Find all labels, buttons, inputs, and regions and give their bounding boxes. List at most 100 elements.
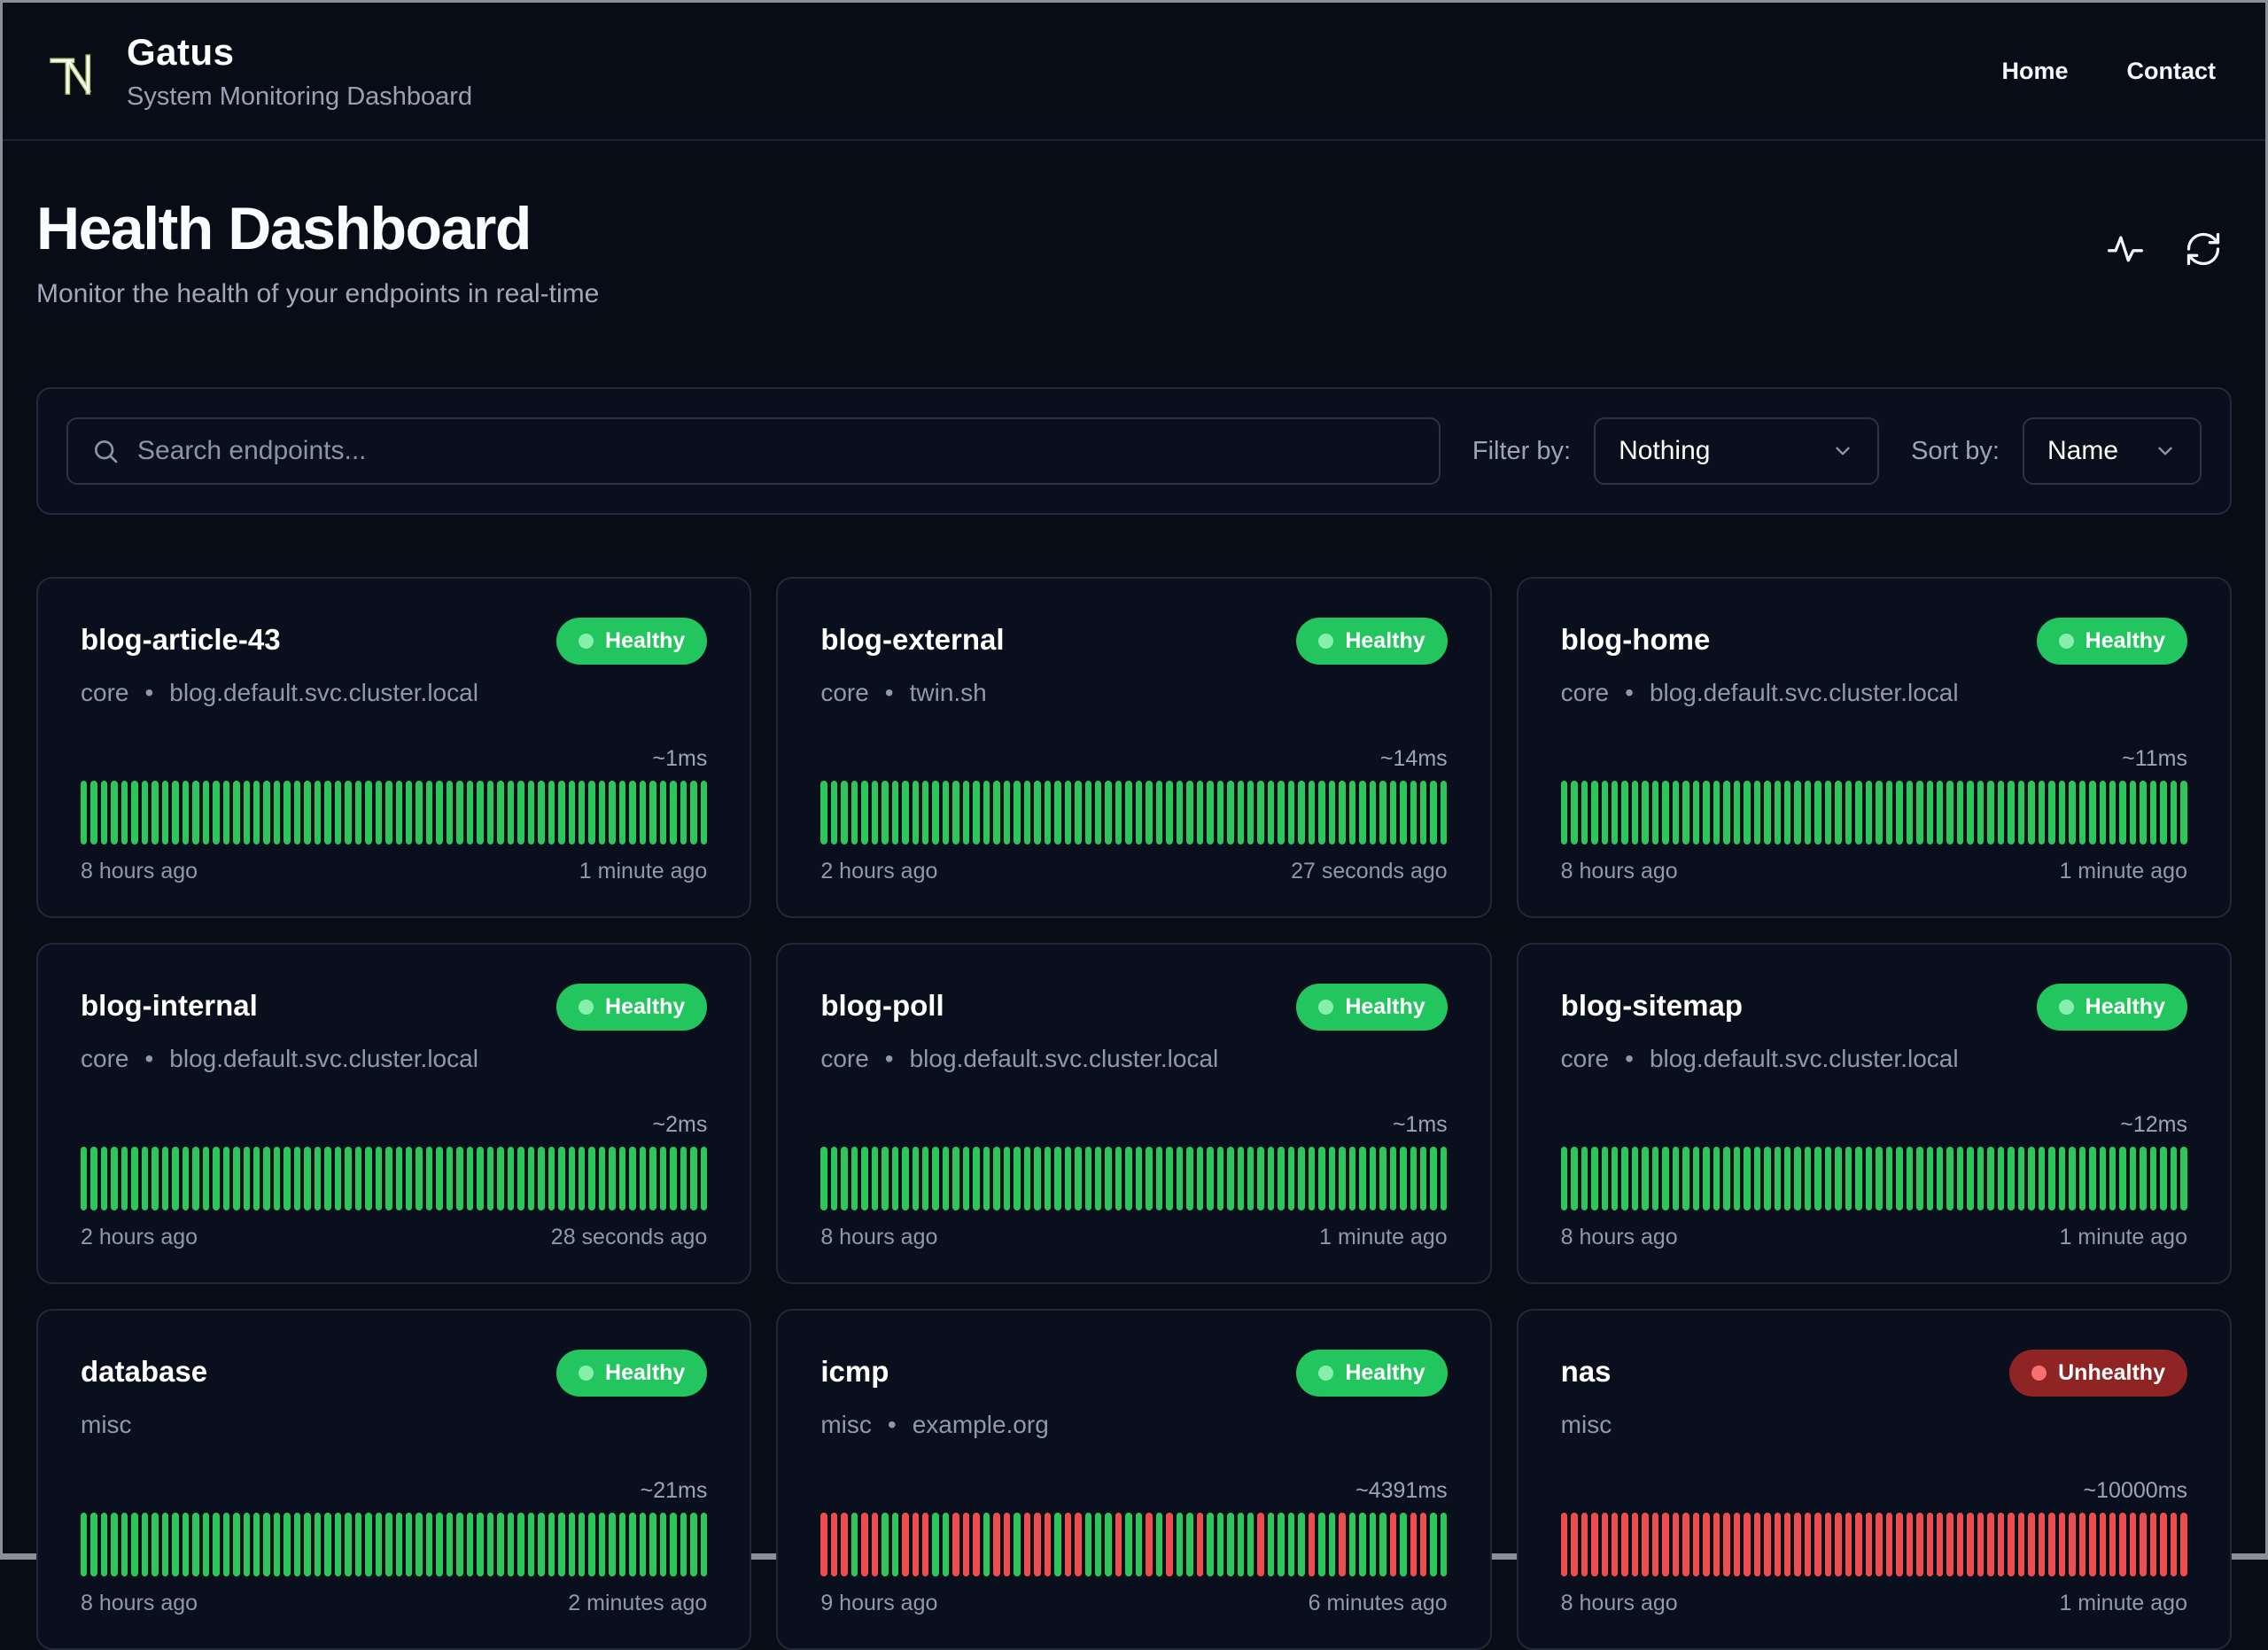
activity-button[interactable]	[2106, 230, 2145, 269]
uptime-bar	[111, 1147, 118, 1210]
uptime-bar	[1591, 781, 1598, 844]
endpoint-card[interactable]: blog-poll Healthy core • blog.default.sv…	[776, 943, 1492, 1284]
uptime-bar	[406, 781, 413, 844]
endpoint-name: blog-internal	[81, 989, 258, 1022]
uptime-bar	[1885, 1147, 1893, 1210]
sort-select[interactable]: Name	[2023, 417, 2202, 485]
uptime-bar	[81, 1513, 88, 1576]
uptime-bar	[1926, 1147, 1933, 1210]
uptime-bar	[1339, 781, 1346, 844]
uptime-bar	[1612, 1147, 1619, 1210]
uptime-bar	[1410, 1513, 1417, 1576]
uptime-bar	[1814, 1147, 1821, 1210]
uptime-bar	[2069, 1513, 2076, 1576]
uptime-bar	[680, 1513, 687, 1576]
uptime-bar	[1075, 1513, 1082, 1576]
uptime-bar	[1631, 1513, 1639, 1576]
uptime-bar	[1278, 1513, 1285, 1576]
uptime-bar	[1115, 1513, 1122, 1576]
search-box[interactable]	[66, 417, 1441, 485]
uptime-bar	[1916, 1147, 1923, 1210]
uptime-bar	[902, 781, 909, 844]
filter-select[interactable]: Nothing	[1594, 417, 1880, 485]
card-header: nas Unhealthy	[1561, 1350, 2187, 1397]
endpoint-card[interactable]: database Healthy misc ~21ms 8 hours ago …	[36, 1309, 752, 1650]
uptime-bar	[1865, 1147, 1873, 1210]
uptime-bar	[1419, 1147, 1427, 1210]
uptime-bar	[365, 1513, 372, 1576]
uptime-bar	[1896, 1513, 1903, 1576]
uptime-bar	[263, 1147, 270, 1210]
uptime-bar	[588, 1513, 595, 1576]
uptime-bar	[1560, 1147, 1568, 1210]
oldest-timestamp: 8 hours ago	[820, 1225, 938, 1249]
endpoint-card[interactable]: blog-external Healthy core • twin.sh ~14…	[776, 577, 1492, 918]
newest-timestamp: 1 minute ago	[579, 859, 708, 883]
endpoint-card[interactable]: nas Unhealthy misc ~10000ms 8 hours ago …	[1516, 1309, 2232, 1650]
endpoint-card[interactable]: blog-article-43 Healthy core • blog.defa…	[36, 577, 752, 918]
uptime-bar	[293, 781, 301, 844]
status-dot-icon	[579, 1366, 594, 1381]
uptime-bar	[2140, 1513, 2147, 1576]
uptime-bar	[1044, 781, 1052, 844]
uptime-bar	[1703, 1147, 1710, 1210]
uptime-bar	[1753, 1513, 1761, 1576]
uptime-bar	[1257, 1147, 1264, 1210]
endpoint-card[interactable]: blog-sitemap Healthy core • blog.default…	[1516, 943, 2232, 1284]
uptime-bar	[1318, 1513, 1325, 1576]
uptime-bars	[81, 781, 708, 844]
endpoint-meta: core • blog.default.svc.cluster.local	[1561, 679, 2187, 707]
uptime-bar	[1267, 1147, 1275, 1210]
uptime-bar	[1125, 781, 1132, 844]
uptime-bar	[2038, 781, 2046, 844]
uptime-bar	[700, 1513, 708, 1576]
endpoint-card[interactable]: blog-home Healthy core • blog.default.sv…	[1516, 577, 2232, 918]
endpoint-group: misc	[1560, 1411, 1612, 1438]
uptime-bar	[2017, 781, 2025, 844]
uptime-bar	[1621, 1513, 1628, 1576]
uptime-bar	[1155, 1147, 1163, 1210]
uptime-bar	[1885, 781, 1893, 844]
nav-link-contact[interactable]: Contact	[2126, 57, 2217, 84]
uptime-bar	[233, 781, 240, 844]
uptime-bar	[1967, 1513, 1974, 1576]
status-dot-icon	[1318, 634, 1334, 649]
refresh-button[interactable]	[2184, 230, 2223, 269]
uptime-bar	[952, 1147, 959, 1210]
uptime-bar	[1733, 1147, 1741, 1210]
search-input[interactable]	[137, 436, 1416, 466]
uptime-bar	[902, 1513, 909, 1576]
uptime-bar	[1247, 781, 1254, 844]
uptime-bar	[1591, 1147, 1598, 1210]
uptime-bar	[1682, 1147, 1689, 1210]
uptime-bar	[609, 1513, 616, 1576]
filter-value: Nothing	[1619, 436, 1711, 465]
uptime-bar	[1064, 781, 1072, 844]
uptime-bar	[1896, 1147, 1903, 1210]
uptime-bar	[912, 781, 920, 844]
uptime-bar	[436, 1513, 443, 1576]
uptime-bar	[629, 781, 636, 844]
uptime-bar	[902, 1147, 909, 1210]
endpoint-meta: core • blog.default.svc.cluster.local	[820, 1045, 1447, 1073]
uptime-bar	[1987, 1513, 1994, 1576]
uptime-bar	[1692, 781, 1700, 844]
uptime-bar	[90, 781, 97, 844]
nav-link-home[interactable]: Home	[2001, 57, 2069, 84]
uptime-bar	[2078, 1147, 2086, 1210]
endpoint-card[interactable]: icmp Healthy misc • example.org ~4391ms …	[776, 1309, 1492, 1650]
endpoint-card[interactable]: blog-internal Healthy core • blog.defaul…	[36, 943, 752, 1284]
uptime-bar	[588, 1147, 595, 1210]
uptime-bar	[568, 781, 575, 844]
uptime-bar	[314, 781, 322, 844]
status-badge: Healthy	[1296, 618, 1448, 665]
uptime-bar	[568, 1513, 575, 1576]
uptime-bar	[446, 1147, 454, 1210]
uptime-bar	[100, 781, 108, 844]
uptime-bar	[659, 781, 667, 844]
uptime-bar	[2099, 1513, 2106, 1576]
uptime-bar	[304, 1513, 311, 1576]
uptime-bar	[973, 1513, 980, 1576]
latency-label: ~1ms	[1392, 1112, 1448, 1137]
uptime-bar	[922, 781, 929, 844]
